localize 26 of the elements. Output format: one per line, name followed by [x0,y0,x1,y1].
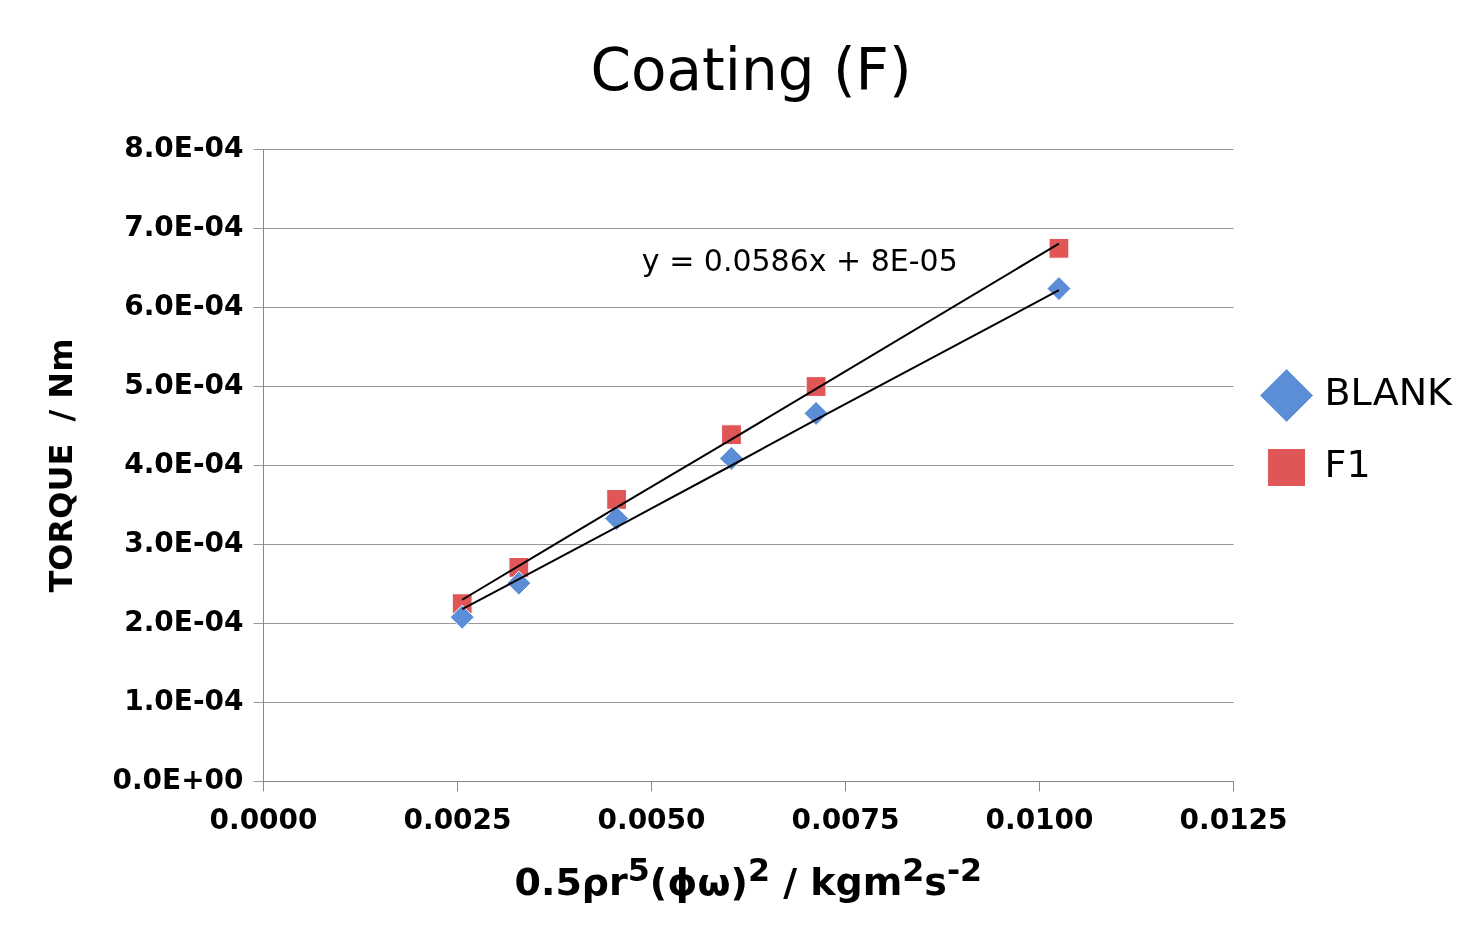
annotation: y = 0.0586x + 8E-05 [641,243,958,279]
y-tick-label: 3.0E-04 [124,525,244,559]
point [606,489,628,510]
x-tick-label: 0.0125 [1179,803,1288,837]
y-tick-label: 6.0E-04 [124,288,244,322]
y-axis-title: TORQUE / Nm [41,338,80,593]
point [449,604,475,630]
chart-title: Coating (F) [590,35,912,104]
x-tick-label: 0.0075 [791,803,900,837]
y-tick-label: 8.0E-04 [124,130,244,164]
x-tick-label: 0.0000 [209,803,318,837]
x-axis-title: 0.5ρr$^{5}$(ϕω)$^{2}$ / kgm$^{2}$s$^{-2}$ [514,852,983,904]
x-tick-label: 0.0050 [597,803,706,837]
point [718,445,744,471]
x-tick-label: 0.0025 [403,803,512,837]
y-tick-label: 5.0E-04 [124,367,244,401]
point [1046,276,1072,302]
y-tick-label: 1.0E-04 [124,683,244,717]
y-tick-label: 0.0E+00 [112,762,244,796]
y-tick-label: 4.0E-04 [124,446,244,480]
legend-label: F1 [1324,442,1371,487]
legend-label: BLANK [1324,370,1454,415]
x-tick-label: 0.0100 [985,803,1094,837]
point [1048,237,1070,259]
y-tick-label: 7.0E-04 [124,209,244,243]
y-tick-label: 2.0E-04 [124,604,244,638]
